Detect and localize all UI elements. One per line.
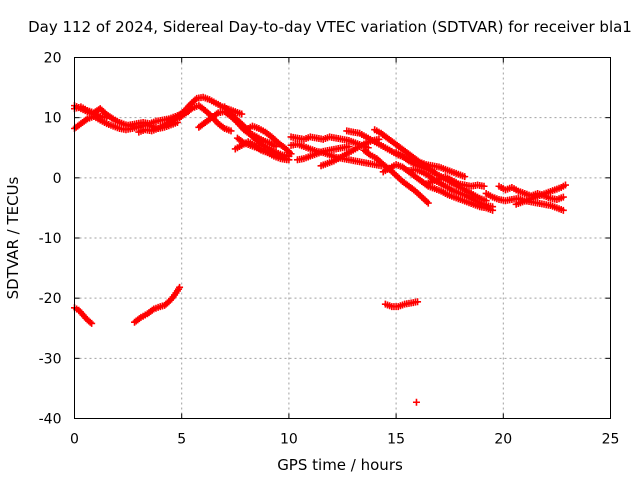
series-arc-26 (512, 181, 569, 208)
data-point (559, 193, 567, 201)
series-arc-15 (317, 135, 383, 170)
data-point (86, 318, 94, 326)
data-point (345, 143, 353, 151)
y-tick-label: -20 (39, 291, 62, 307)
data-point (287, 150, 295, 158)
data-point (103, 114, 111, 122)
y-tick-label: -10 (39, 231, 62, 247)
series-arc-14 (293, 143, 353, 164)
y-tick-label: 10 (44, 111, 62, 127)
series-arc-10 (242, 122, 295, 158)
plot-frame (74, 57, 611, 419)
data-point (424, 199, 432, 207)
data-point (414, 298, 422, 306)
y-tick-label: -40 (39, 412, 62, 428)
y-axis-label: SDTVAR / TECUs (4, 176, 22, 299)
data-point (461, 173, 469, 181)
series-arc-23 (416, 158, 469, 181)
x-tick-label: 20 (494, 432, 512, 448)
data-point (227, 127, 235, 135)
x-tick-label: 5 (177, 432, 186, 448)
data-point (480, 182, 488, 190)
series-arc-7 (195, 108, 293, 160)
axis-ticks: 0 5 10 15 20 25 -40 -30 -20 -10 0 10 20 (39, 51, 620, 448)
data-point (559, 206, 567, 214)
x-tick-label: 25 (602, 432, 620, 448)
y-tick-label: 0 (53, 171, 62, 187)
series-arc-28 (131, 283, 184, 326)
x-tick-label: 15 (387, 432, 405, 448)
series-arc-29 (381, 298, 422, 311)
x-tick-label: 10 (280, 432, 298, 448)
series-arc-17 (360, 146, 432, 207)
series-arc-30 (412, 398, 420, 406)
series-arc-22 (422, 173, 488, 190)
y-tick-label: 20 (44, 51, 62, 67)
data-point (238, 110, 246, 118)
data-point (412, 398, 420, 406)
x-tick-label: 0 (70, 432, 79, 448)
series-arc-25 (495, 182, 567, 203)
chart-title: Day 112 of 2024, Sidereal Day-to-day VTE… (28, 18, 632, 36)
y-tick-label: -30 (39, 351, 62, 367)
series-arc-11 (231, 138, 291, 164)
data-point (489, 203, 497, 211)
series-arc-19 (379, 161, 497, 214)
data-point (283, 156, 291, 164)
data-point (88, 319, 96, 327)
x-axis-label: GPS time / hours (277, 456, 403, 474)
grid-lines (74, 57, 611, 419)
data-point (176, 283, 184, 291)
data-point (561, 181, 569, 189)
data-points (71, 93, 569, 406)
series-arc-6 (169, 102, 235, 135)
